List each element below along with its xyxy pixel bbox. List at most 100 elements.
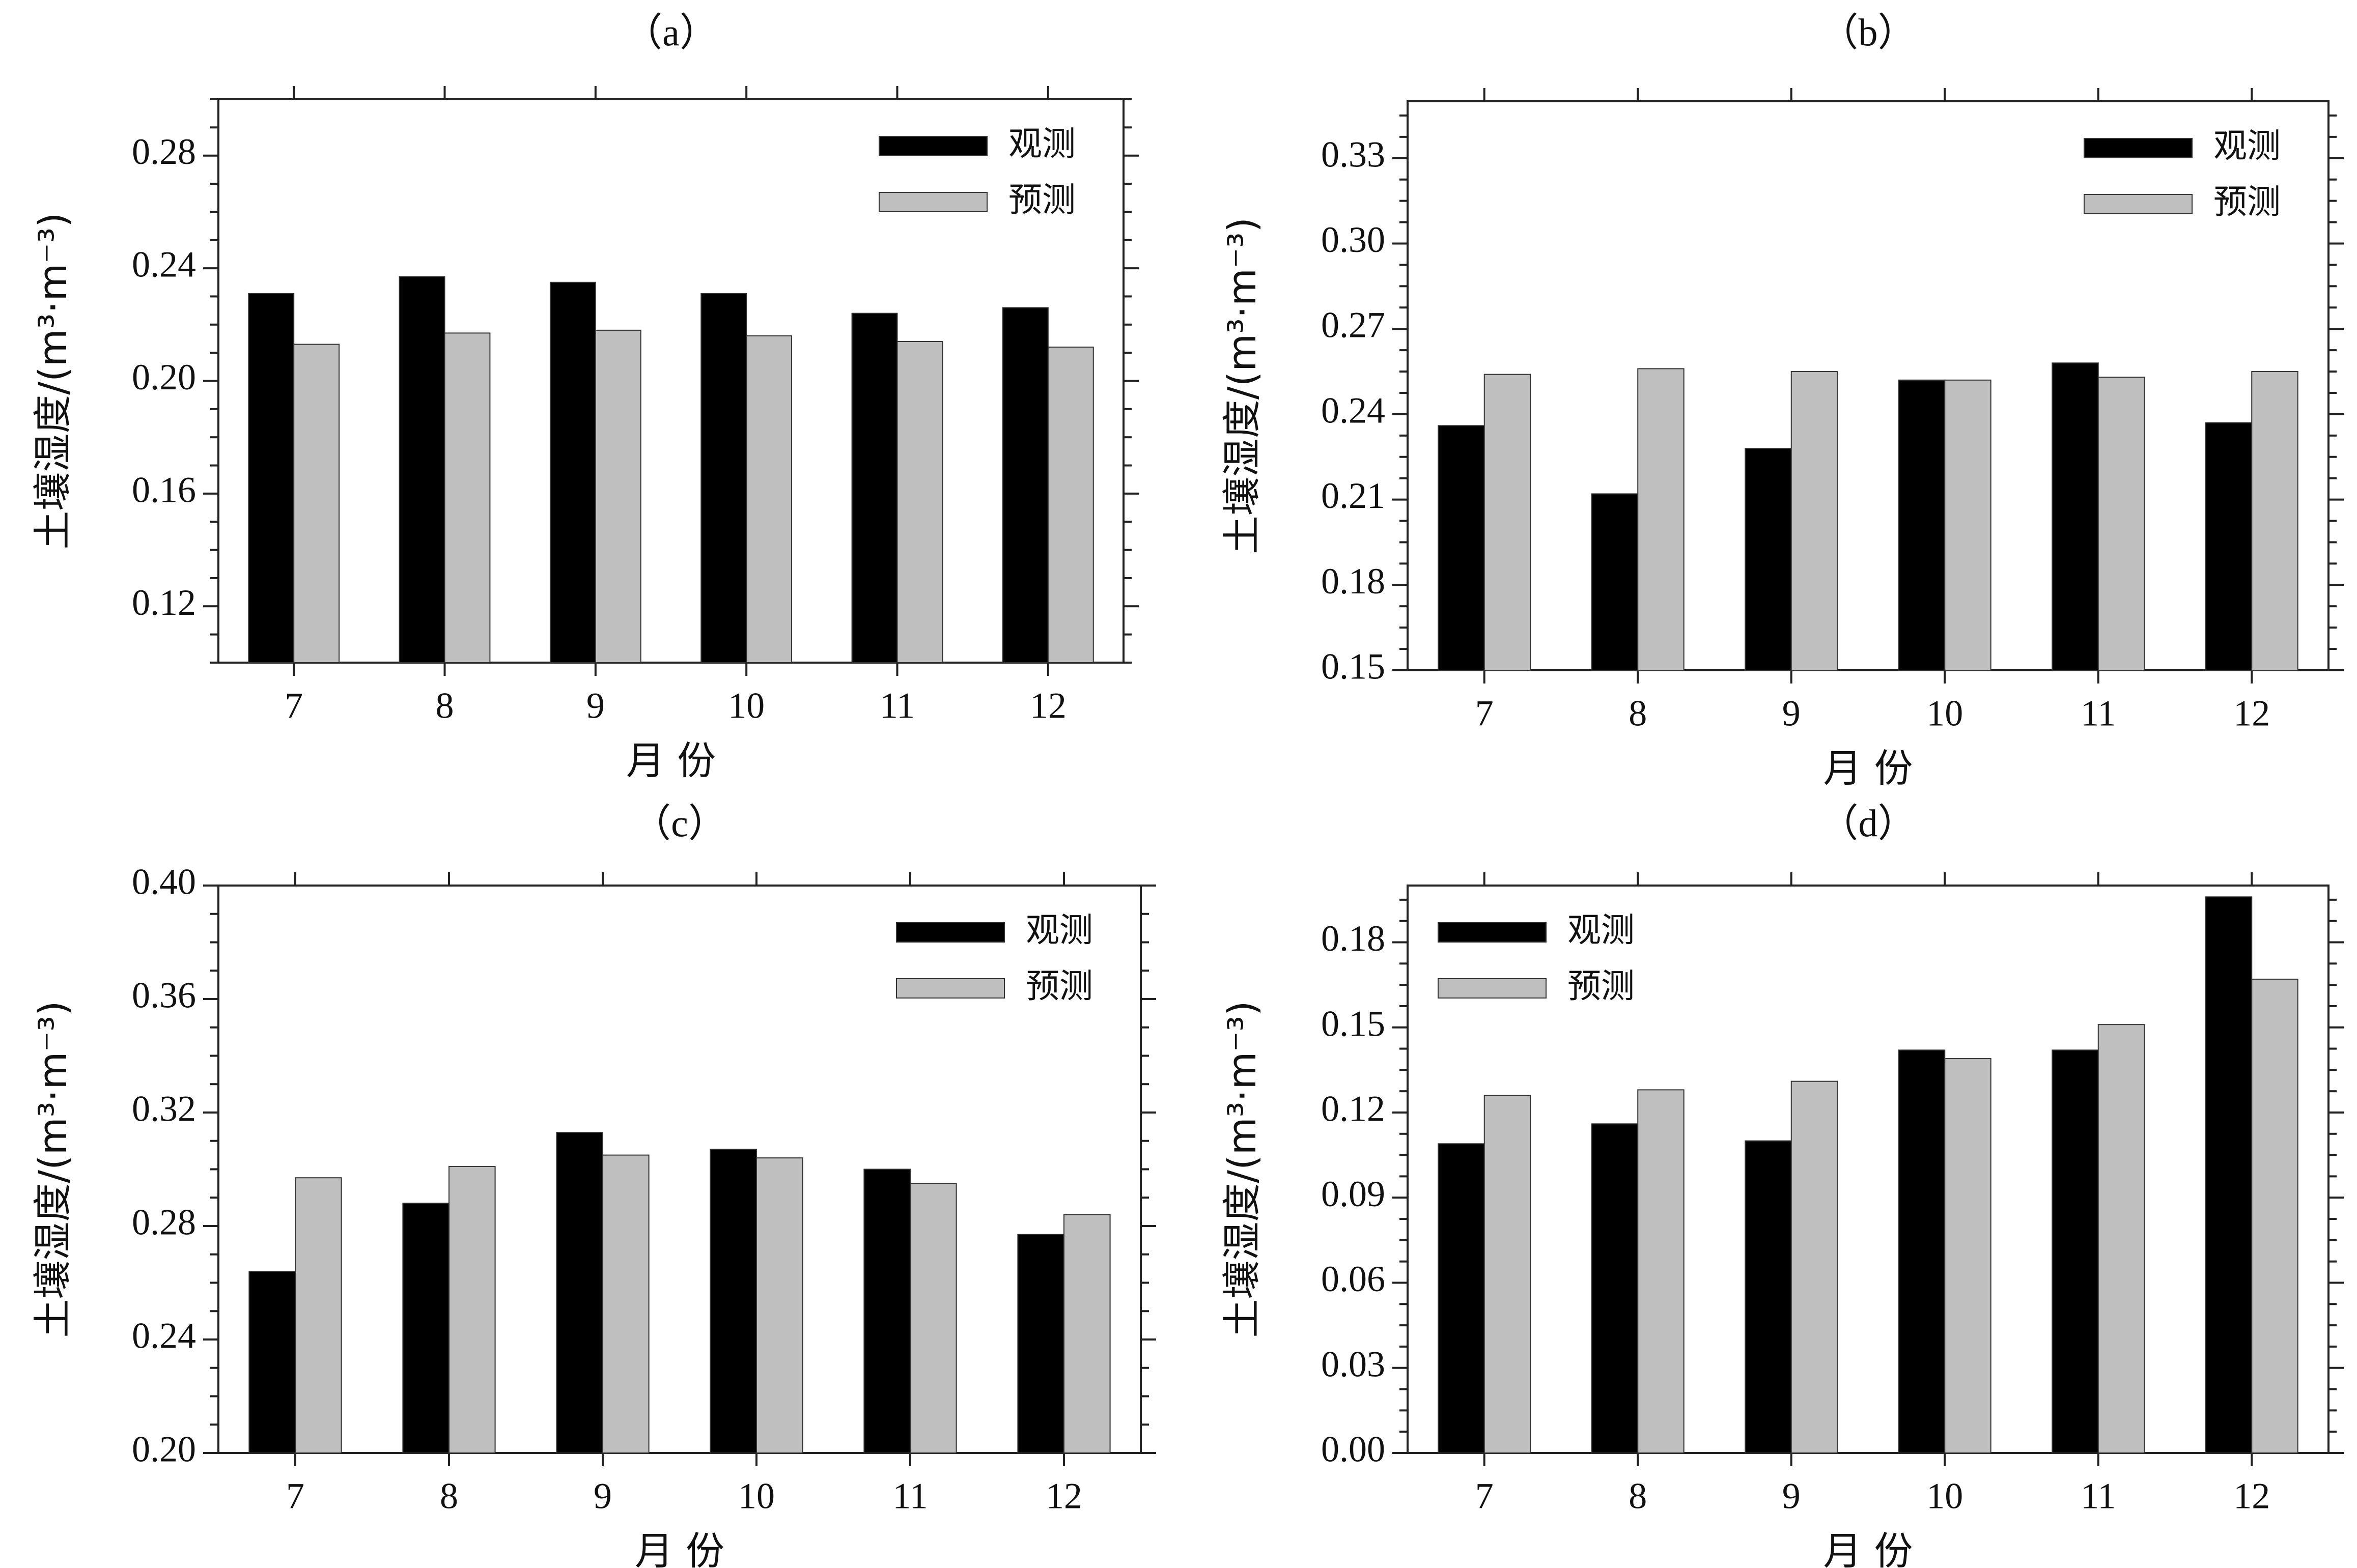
panel-1-bar-predicted xyxy=(1944,379,1991,671)
panel-2-xtick-label: 10 xyxy=(738,1476,775,1517)
panel-0-bar-predicted xyxy=(595,329,641,663)
panel-1-ytick-label: 0.18 xyxy=(1321,561,1385,602)
panel-1-bar-predicted xyxy=(1790,371,1838,671)
panel-1-ytick-label: 0.30 xyxy=(1321,219,1385,260)
panel-1-title: （b） xyxy=(1820,11,1917,54)
panel-3-bar-predicted xyxy=(1637,1089,1685,1453)
panel-3-bar-observed xyxy=(1898,1049,1946,1454)
panel-0-xlabel: 月 份 xyxy=(626,738,716,783)
panel-0-legend-label-predicted: 预测 xyxy=(1008,180,1076,219)
panel-1-ytick-label: 0.27 xyxy=(1321,305,1385,346)
panel-0-xtick-label: 9 xyxy=(586,686,605,726)
panel-2-xtick-label: 12 xyxy=(1046,1476,1082,1517)
panel-1-ytick-label: 0.21 xyxy=(1321,475,1385,516)
panel-1-ylabel: 土壤湿度/(m³·m⁻³) xyxy=(1219,217,1265,554)
panel-1-legend-label-predicted: 预测 xyxy=(2213,182,2281,221)
panel-0-ytick-label: 0.12 xyxy=(132,582,196,623)
panel-0-bar-predicted xyxy=(896,341,943,663)
panel-1-xtick-label: 7 xyxy=(1475,693,1494,734)
panel-1-legend-swatch-predicted xyxy=(2084,194,2193,214)
panel-2-frame xyxy=(217,885,1142,1454)
panel-0-bar-observed xyxy=(700,293,747,663)
panel-2-bar-observed xyxy=(710,1149,757,1454)
panel-3-frame xyxy=(1407,885,2330,1454)
panel-3-bar-predicted xyxy=(2251,978,2298,1453)
panel-0-xtick-label: 12 xyxy=(1030,686,1067,726)
panel-3-ytick-label: 0.03 xyxy=(1321,1344,1385,1384)
panel-2-bar-observed xyxy=(1017,1234,1065,1454)
panel-0-ylabel: 土壤湿度/(m³·m⁻³) xyxy=(30,212,75,549)
panel-0-title: （a） xyxy=(624,11,718,54)
panel-2-xtick-label: 11 xyxy=(892,1476,928,1517)
panel-3-bar-observed xyxy=(1438,1143,1485,1453)
panel-1-legend-label-observed: 观测 xyxy=(2213,126,2281,165)
panel-0-ytick-label: 0.16 xyxy=(132,469,196,510)
panel-1-bar-observed xyxy=(1745,447,1792,671)
panel-1-xtick-label: 12 xyxy=(2233,693,2270,734)
panel-1-xtick-label: 10 xyxy=(1926,693,1963,734)
panel-2-bar-predicted xyxy=(1063,1214,1111,1453)
panel-2-bar-predicted xyxy=(910,1183,957,1453)
panel-1-ytick-label: 0.15 xyxy=(1321,646,1385,687)
panel-2-bar-predicted xyxy=(448,1165,496,1454)
panel-3-legend-label-predicted: 预测 xyxy=(1567,966,1635,1006)
panel-1-ytick-label: 0.24 xyxy=(1321,390,1385,431)
panel-1-bar-observed xyxy=(2205,422,2253,671)
panel-3-xtick-label: 10 xyxy=(1926,1476,1963,1517)
panel-3-ytick-label: 0.06 xyxy=(1321,1259,1385,1299)
panel-0-bar-observed xyxy=(248,293,295,663)
panel-2-bar-predicted xyxy=(602,1154,650,1453)
panel-3-xtick-label: 7 xyxy=(1475,1476,1494,1517)
panel-2-xtick-label: 7 xyxy=(286,1476,304,1517)
panel-3-bar-observed xyxy=(2205,896,2253,1453)
panel-0-frame xyxy=(217,98,1125,664)
panel-3-xlabel: 月 份 xyxy=(1823,1528,1913,1568)
panel-2-title: （c） xyxy=(632,802,727,845)
panel-1-bar-predicted xyxy=(1637,368,1685,671)
panel-2-legend-label-observed: 观测 xyxy=(1026,910,1093,950)
panel-1-xtick-label: 8 xyxy=(1629,693,1647,734)
panel-0-xtick-label: 10 xyxy=(728,686,765,726)
panel-3-legend-swatch-predicted xyxy=(1438,978,1547,999)
panel-3-ytick-label: 0.09 xyxy=(1321,1174,1385,1214)
panel-0-legend-swatch-observed xyxy=(879,136,988,156)
panel-0-legend-swatch-predicted xyxy=(879,192,988,212)
panel-1-bar-predicted xyxy=(2097,377,2145,671)
panel-1-bar-observed xyxy=(1591,493,1639,671)
panel-2-ytick-label: 0.40 xyxy=(132,862,196,902)
panel-1-xtick-label: 11 xyxy=(2081,693,2116,734)
panel-2-ytick-label: 0.28 xyxy=(132,1202,196,1243)
panel-0-bar-observed xyxy=(399,276,445,663)
panel-0-bar-predicted xyxy=(746,335,793,663)
panel-1-bar-predicted xyxy=(1483,374,1531,671)
panel-1-legend-swatch-observed xyxy=(2084,138,2193,158)
panel-1-bar-observed xyxy=(1438,425,1485,671)
panel-3-ylabel: 土壤湿度/(m³·m⁻³) xyxy=(1219,1001,1265,1337)
panel-2-xtick-label: 8 xyxy=(440,1476,458,1517)
panel-0-bar-observed xyxy=(549,281,596,663)
panel-3-ytick-label: 0.18 xyxy=(1321,918,1385,959)
panel-3-bar-predicted xyxy=(1944,1058,1991,1453)
panel-0-legend-label-observed: 观测 xyxy=(1008,124,1076,163)
panel-0-bar-observed xyxy=(1002,307,1049,663)
panel-2-bar-observed xyxy=(248,1271,296,1453)
panel-3-bar-observed xyxy=(2052,1049,2099,1454)
panel-3-xtick-label: 9 xyxy=(1782,1476,1801,1517)
panel-0-bar-observed xyxy=(851,312,898,663)
panel-3-title: （d） xyxy=(1820,802,1917,845)
panel-0-xtick-label: 7 xyxy=(285,686,303,726)
panel-2-xlabel: 月 份 xyxy=(635,1528,724,1568)
panel-3-xtick-label: 12 xyxy=(2233,1476,2270,1517)
panel-2-ytick-label: 0.36 xyxy=(132,975,196,1016)
panel-3-bar-observed xyxy=(1745,1140,1792,1453)
panel-1-frame xyxy=(1407,100,2330,671)
panel-2-legend-swatch-predicted xyxy=(896,978,1005,999)
panel-1-bar-observed xyxy=(1898,379,1946,671)
panel-3-bar-predicted xyxy=(2097,1024,2145,1454)
panel-0-ytick-label: 0.24 xyxy=(132,244,196,285)
panel-0-xtick-label: 8 xyxy=(436,686,454,726)
panel-1-bar-predicted xyxy=(2251,371,2298,671)
panel-3-ytick-label: 0.12 xyxy=(1321,1089,1385,1129)
panel-1-bar-observed xyxy=(2052,362,2099,671)
panel-1-xtick-label: 9 xyxy=(1782,693,1801,734)
